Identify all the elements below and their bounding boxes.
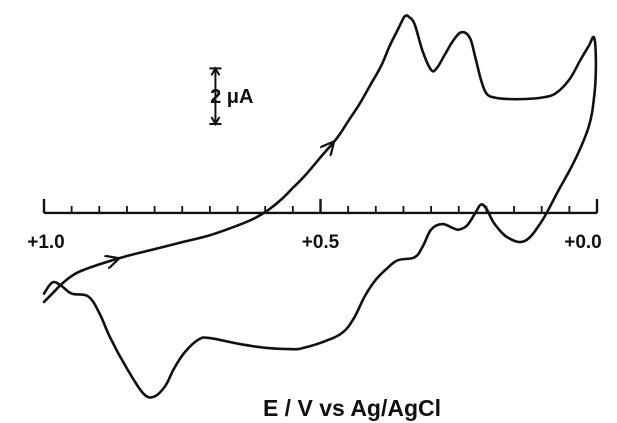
x-axis-title: E / V vs Ag/AgCl [263, 395, 441, 421]
scan-direction-arrow [99, 260, 112, 264]
x-tick-label: +0.5 [302, 232, 340, 253]
x-tick-label: +1.0 [27, 232, 65, 253]
scale-bar-label: 2 μA [210, 86, 253, 108]
x-axis-ticks [42, 198, 599, 213]
x-tick-label: +0.0 [564, 232, 602, 253]
scan-direction-arrow [321, 147, 330, 158]
current-scale-bar [209, 66, 222, 127]
